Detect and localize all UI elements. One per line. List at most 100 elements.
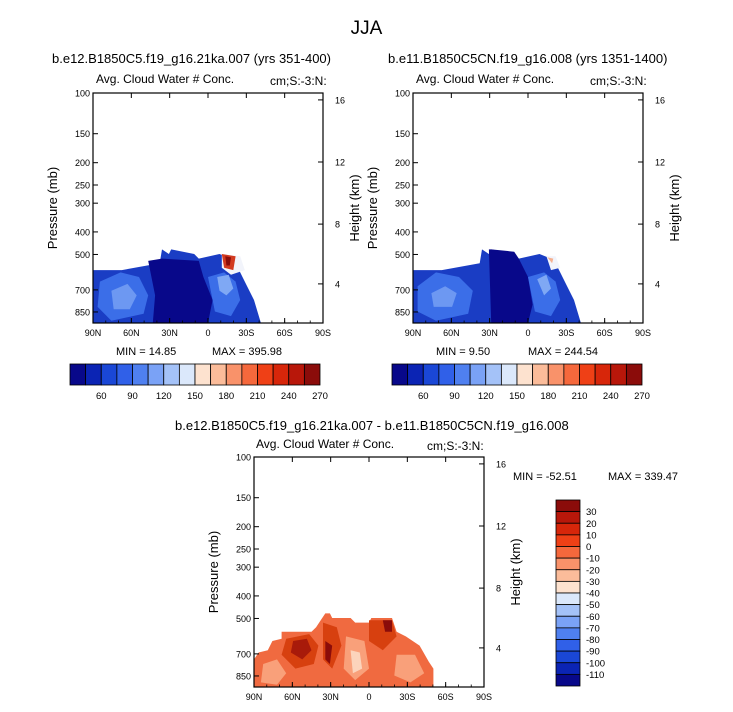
- p3-y-tick-label: 250: [236, 545, 251, 555]
- p1-field-region: [148, 258, 213, 323]
- p2-x-tick-label: 30S: [558, 328, 574, 338]
- colorbar-p2-label: 150: [509, 391, 525, 402]
- p2-x-tick-label: 0: [525, 328, 530, 338]
- colorbar-p1-label: 60: [96, 391, 107, 402]
- p3-x-tick-label: 90N: [246, 692, 263, 702]
- colorbar-p2-swatch: [391, 363, 409, 386]
- panel1-title: b.e12.B1850C5.f19_g16.21ka.007 (yrs 351-…: [52, 51, 331, 66]
- colorbar-p1-swatch: [178, 363, 196, 386]
- p2-x-tick-label: 30N: [481, 328, 498, 338]
- colorbar-diff-swatch: [555, 522, 581, 536]
- p2-y2-tick-label: 12: [655, 158, 665, 168]
- panel2-max-label: MAX = 244.54: [528, 346, 599, 358]
- colorbar-diff-label: -110: [586, 670, 604, 681]
- colorbar-diff-swatch: [555, 639, 581, 652]
- p3-y2-tick-label: 16: [496, 459, 506, 469]
- p2-y2-tick-label: 16: [655, 95, 665, 105]
- panel1-min-label: MIN = 14.85: [116, 346, 177, 358]
- colorbar-p1-swatch: [69, 363, 87, 386]
- panel3-min-label: MIN = -52.51: [513, 471, 577, 483]
- p2-y2-tick-label: 8: [655, 220, 660, 230]
- p2-y-tick-label: 300: [395, 199, 410, 209]
- colorbar-p1-swatch: [147, 363, 165, 386]
- colorbar-p2-swatch: [422, 363, 440, 386]
- colorbar-p2-swatch: [610, 363, 627, 386]
- colorbar-p1-label: 150: [187, 391, 203, 402]
- colorbar-diff-swatch: [555, 534, 581, 547]
- p1-y-tick-label: 150: [75, 129, 90, 139]
- p1-x-tick-label: 60S: [277, 328, 293, 338]
- p1-y2label: Height (km): [347, 174, 362, 241]
- p3-field-region: [290, 638, 312, 660]
- colorbar-p2-label: 60: [418, 391, 429, 402]
- panel3-title: b.e12.B1850C5.f19_g16.21ka.007 - b.e11.B…: [175, 418, 569, 433]
- p2-field-region: [431, 286, 457, 307]
- p1-y-tick-label: 300: [75, 199, 90, 209]
- colorbar-p2-swatch: [469, 363, 487, 386]
- p1-field-region: [225, 256, 231, 266]
- colorbar-diff-label: -90: [586, 647, 600, 658]
- colorbar-p1-swatch: [85, 363, 102, 386]
- colorbar-diff-swatch: [555, 627, 581, 640]
- p3-x-tick-label: 60S: [438, 692, 454, 702]
- colorbar-p1-label: 210: [250, 391, 266, 402]
- colorbar-p1-label: 90: [127, 391, 138, 402]
- colorbar-p2-label: 90: [449, 391, 460, 402]
- p3-x-tick-label: 90S: [476, 692, 492, 702]
- p1-y2-tick-label: 8: [335, 220, 340, 230]
- panel2-min-label: MIN = 9.50: [436, 346, 491, 358]
- p2-y-tick-label: 100: [395, 89, 410, 99]
- colorbar-diff-swatch: [555, 650, 581, 664]
- p2-ylabel: Pressure (mb): [365, 167, 380, 249]
- colorbar-p1-swatch: [303, 363, 321, 386]
- p1-field-region: [111, 283, 137, 310]
- p2-y-tick-label: 250: [395, 181, 410, 191]
- colorbar-p2-swatch: [532, 363, 549, 386]
- colorbar-diff-swatch: [555, 615, 581, 629]
- p2-y-tick-label: 200: [395, 158, 410, 168]
- colorbar-diff-label: 30: [586, 507, 597, 518]
- panel2-left-label: Avg. Cloud Water # Conc.: [416, 72, 555, 86]
- colorbar-p2-label: 270: [634, 391, 650, 402]
- colorbar-diff-label: -30: [586, 577, 600, 588]
- p2-y-tick-label: 850: [395, 307, 410, 317]
- colorbar-diff-label: -70: [586, 623, 600, 634]
- p3-x-tick-label: 30S: [399, 692, 415, 702]
- p2-y-tick-label: 150: [395, 129, 410, 139]
- p1-y2-tick-label: 4: [335, 279, 340, 289]
- p1-y2-tick-label: 12: [335, 158, 345, 168]
- colorbar-p1-label: 270: [312, 391, 328, 402]
- colorbar-p2-swatch: [407, 363, 424, 386]
- p3-y2-tick-label: 4: [496, 643, 501, 653]
- colorbar-diff-swatch: [555, 604, 581, 617]
- p3-field-region: [350, 650, 363, 674]
- panel1-right-label: cm;S:-3:N:: [270, 74, 327, 88]
- colorbar-diff-label: -20: [586, 565, 600, 576]
- p1-y-tick-label: 200: [75, 158, 90, 168]
- p2-y2label: Height (km): [667, 174, 682, 241]
- p3-y-tick-label: 150: [236, 493, 251, 503]
- p3-x-tick-label: 60N: [284, 692, 301, 702]
- colorbar-p1-label: 240: [281, 391, 297, 402]
- colorbar-diff-label: 0: [586, 542, 591, 553]
- p1-y-tick-label: 400: [75, 227, 90, 237]
- colorbar-diff-swatch: [555, 557, 581, 571]
- main-title: JJA: [350, 18, 383, 39]
- colorbar-diff-label: -50: [586, 600, 600, 611]
- p2-field-region: [537, 274, 551, 296]
- colorbar-diff-swatch: [555, 673, 581, 687]
- p3-field-region: [260, 659, 287, 685]
- p3-ylabel: Pressure (mb): [206, 531, 221, 613]
- colorbar-diff-label: -80: [586, 635, 600, 646]
- colorbar-diff-swatch: [555, 499, 581, 513]
- p1-x-tick-label: 30N: [161, 328, 178, 338]
- colorbar-diff-label: -60: [586, 612, 600, 623]
- p2-x-tick-label: 60N: [443, 328, 460, 338]
- p2-y-tick-label: 400: [395, 227, 410, 237]
- p2-x-tick-label: 60S: [597, 328, 613, 338]
- p3-field-region: [394, 654, 425, 683]
- colorbar-p1-label: 120: [156, 391, 172, 402]
- p1-x-tick-label: 90S: [315, 328, 331, 338]
- panel1-max-label: MAX = 395.98: [212, 346, 283, 358]
- colorbar-diff-label: -100: [586, 658, 605, 669]
